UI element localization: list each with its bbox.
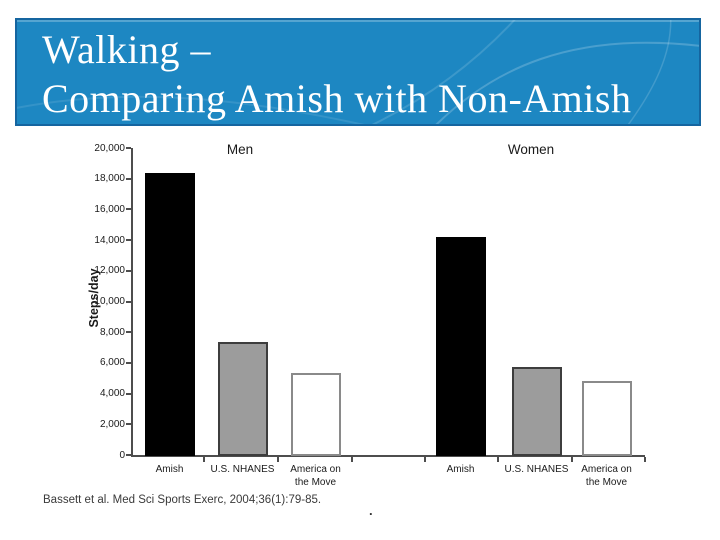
slide-title-line1: Walking – bbox=[42, 27, 212, 72]
y-tick-mark bbox=[126, 423, 131, 426]
x-tick-mark bbox=[570, 457, 573, 462]
y-tick-mark bbox=[126, 147, 131, 149]
y-tick-mark bbox=[126, 361, 131, 364]
x-category-label-amish: Amish bbox=[155, 464, 184, 475]
y-tick-mark bbox=[126, 239, 131, 242]
bar-women-us-nhanes bbox=[511, 367, 562, 456]
y-tick-label: 14,000 bbox=[94, 234, 125, 246]
stray-period: . bbox=[369, 503, 373, 518]
y-tick-mark bbox=[126, 454, 131, 456]
x-tick-mark bbox=[497, 457, 499, 462]
y-tick-mark bbox=[126, 300, 131, 303]
group-title-women: Women bbox=[507, 142, 555, 157]
x-category-label-amish: Amish bbox=[446, 464, 475, 475]
y-tick-label: 2,000 bbox=[99, 418, 125, 430]
y-tick-label: 8,000 bbox=[99, 326, 125, 338]
group-title-men: Men bbox=[226, 142, 254, 157]
bar-men-amish bbox=[144, 173, 195, 456]
x-tick-mark bbox=[277, 457, 279, 462]
x-category-label-america-on-the-move: America on bbox=[290, 464, 341, 475]
y-tick-mark bbox=[126, 392, 131, 395]
bar-women-amish bbox=[435, 237, 486, 456]
y-tick-label: 0 bbox=[119, 449, 125, 461]
y-tick-label: 12,000 bbox=[94, 265, 125, 277]
y-tick-label: 18,000 bbox=[94, 173, 125, 185]
slide-title: Walking – Comparing Amish with Non-Amish bbox=[42, 25, 631, 123]
y-tick-label: 10,000 bbox=[94, 296, 125, 307]
x-axis-line bbox=[131, 455, 645, 457]
bar-women-america-on-the-move bbox=[581, 381, 632, 456]
bar-men-us-nhanes bbox=[217, 342, 268, 456]
y-tick-label: 6,000 bbox=[99, 357, 125, 369]
x-category-label-america-on-the-move: the Move bbox=[294, 477, 337, 488]
x-tick-mark bbox=[423, 457, 426, 462]
y-tick-mark bbox=[126, 177, 131, 180]
x-category-label-america-on-the-move: the Move bbox=[585, 477, 628, 488]
y-tick-mark bbox=[126, 208, 131, 211]
x-tick-mark bbox=[351, 457, 353, 462]
x-category-label-america-on-the-move: America on bbox=[581, 464, 632, 475]
x-category-label-us-nhanes: U.S. NHANES bbox=[210, 464, 275, 475]
y-tick-label: 4,000 bbox=[99, 388, 125, 400]
y-tick-label: 16,000 bbox=[94, 203, 125, 215]
x-category-label-us-nhanes: U.S. NHANES bbox=[504, 464, 569, 475]
slide-title-line2: Comparing Amish with Non-Amish bbox=[42, 76, 632, 121]
x-tick-mark bbox=[644, 457, 646, 462]
y-tick-mark bbox=[126, 269, 131, 272]
bar-men-america-on-the-move bbox=[290, 373, 341, 456]
y-tick-label: 20,000 bbox=[94, 142, 125, 154]
citation: Bassett et al. Med Sci Sports Exerc, 200… bbox=[43, 494, 322, 506]
x-tick-mark bbox=[203, 457, 205, 462]
y-tick-mark bbox=[126, 331, 131, 334]
y-axis-line bbox=[131, 148, 133, 457]
